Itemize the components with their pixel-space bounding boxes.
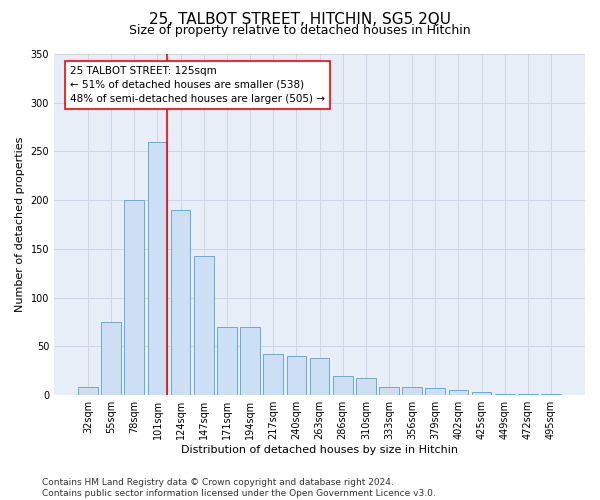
Y-axis label: Number of detached properties: Number of detached properties	[15, 137, 25, 312]
Bar	[518, 394, 538, 395]
Bar	[263, 354, 283, 395]
Bar	[240, 327, 260, 395]
Bar	[124, 200, 144, 395]
Text: 25, TALBOT STREET, HITCHIN, SG5 2QU: 25, TALBOT STREET, HITCHIN, SG5 2QU	[149, 12, 451, 28]
Bar	[287, 356, 306, 395]
X-axis label: Distribution of detached houses by size in Hitchin: Distribution of detached houses by size …	[181, 445, 458, 455]
Bar	[194, 256, 214, 395]
Text: 25 TALBOT STREET: 125sqm
← 51% of detached houses are smaller (538)
48% of semi-: 25 TALBOT STREET: 125sqm ← 51% of detach…	[70, 66, 325, 104]
Bar	[171, 210, 190, 395]
Bar	[541, 394, 561, 395]
Bar	[449, 390, 468, 395]
Bar	[379, 388, 399, 395]
Bar	[425, 388, 445, 395]
Bar	[495, 394, 515, 395]
Bar	[78, 388, 98, 395]
Text: Size of property relative to detached houses in Hitchin: Size of property relative to detached ho…	[129, 24, 471, 37]
Bar	[356, 378, 376, 395]
Bar	[310, 358, 329, 395]
Bar	[101, 322, 121, 395]
Bar	[333, 376, 353, 395]
Bar	[472, 392, 491, 395]
Bar	[217, 327, 237, 395]
Bar	[148, 142, 167, 395]
Bar	[402, 388, 422, 395]
Text: Contains HM Land Registry data © Crown copyright and database right 2024.
Contai: Contains HM Land Registry data © Crown c…	[42, 478, 436, 498]
